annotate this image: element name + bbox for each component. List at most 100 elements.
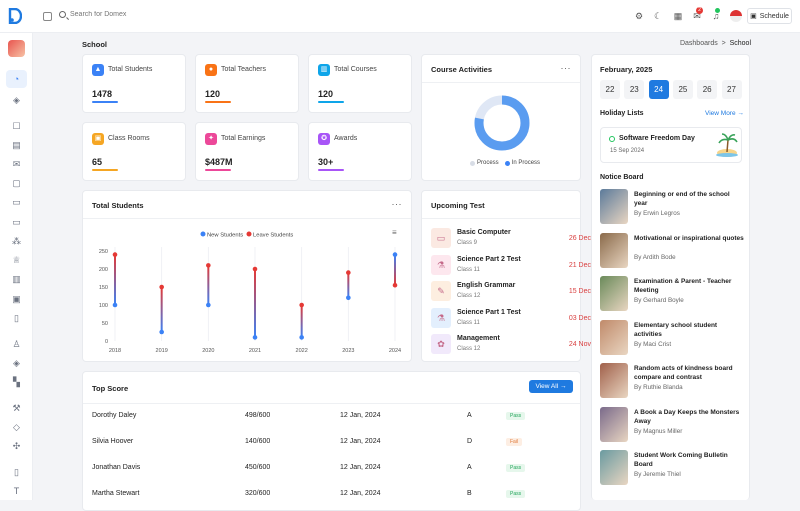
test-item[interactable]: ✿ Management Class 12 24 Nov	[431, 333, 591, 357]
notice-author: By Ruthie Blanda	[634, 384, 683, 391]
notice-item[interactable]: Student Work Coming Bulletin Board By Jer…	[600, 450, 745, 488]
view-all-button[interactable]: View All →	[529, 380, 573, 393]
notice-image	[600, 406, 628, 442]
view-more-link[interactable]: View More →	[705, 110, 744, 117]
tools-icon[interactable]: ⚒	[12, 403, 21, 413]
calendar-day[interactable]: 26	[697, 80, 718, 99]
notice-item[interactable]: A Book a Day Keeps the Monsters Away By M…	[600, 406, 745, 445]
test-item[interactable]: ⚗ Science Part 1 Test Class 11 03 Dec	[431, 307, 591, 331]
text-icon[interactable]: T	[13, 486, 20, 496]
x-tick-label: 2020	[202, 348, 214, 354]
schedule-button[interactable]: ▣ Schedule	[747, 8, 792, 24]
more-options-icon[interactable]: ···	[391, 199, 402, 209]
layout-icon[interactable]: ▚	[13, 377, 20, 387]
book-nav-icon[interactable]: ▯	[14, 467, 19, 477]
leave-students-point[interactable]	[159, 284, 164, 290]
notice-title: Motivational or inspirational quotes	[634, 234, 744, 242]
box-icon[interactable]: ◈	[13, 358, 20, 368]
total-students-card: Total Students ··· New Students Leave Stu…	[82, 190, 412, 362]
divider	[422, 218, 580, 219]
test-item[interactable]: ✎ English Grammar Class 12 15 Dec	[431, 280, 591, 304]
leave-students-point[interactable]	[112, 252, 118, 257]
moon-icon[interactable]: ☾	[653, 11, 663, 21]
new-students-point[interactable]	[252, 335, 258, 340]
stat-card-total-earnings: ✦ Total Earnings $487M	[195, 122, 299, 181]
notice-item[interactable]: Random acts of kindness board compare an…	[600, 363, 745, 401]
calendar-month: February, 2025	[600, 65, 653, 74]
calendar-nav-icon[interactable]: ▤	[12, 140, 21, 150]
language-flag-icon[interactable]	[730, 10, 742, 22]
holiday-date: 15 Sep 2024	[610, 148, 645, 154]
more-options-icon[interactable]: ···	[560, 63, 571, 73]
test-item[interactable]: ⚗ Science Part 2 Test Class 11 21 Dec	[431, 254, 591, 278]
holiday-name: Software Freedom Day	[619, 135, 695, 142]
notice-item[interactable]: Beginning or end of the school year By Er…	[600, 189, 745, 227]
search-input[interactable]	[70, 11, 190, 18]
bag-icon[interactable]: ▢	[12, 178, 21, 188]
puzzle-icon[interactable]: ✣	[12, 441, 21, 451]
lock-icon[interactable]: ▣	[12, 294, 21, 304]
new-students-point[interactable]	[159, 329, 164, 335]
stat-value: 30+	[318, 157, 334, 167]
notice-item[interactable]: Examination & Parent - Teacher Meeting By…	[600, 276, 745, 314]
cube-icon[interactable]: ◈	[13, 95, 20, 105]
top-score-card: Top Score View All → Dorothy Daley 498/60…	[82, 371, 581, 511]
leave-students-point[interactable]	[346, 270, 351, 275]
new-students-point[interactable]	[299, 335, 304, 340]
notice-author: By Erwin Legros	[634, 210, 680, 217]
new-students-point[interactable]	[206, 302, 211, 308]
new-students-point[interactable]	[346, 295, 351, 301]
breadcrumb-parent[interactable]: Dashboards	[679, 40, 718, 47]
calendar-icon: ▣	[750, 13, 757, 20]
grade: D	[467, 438, 473, 445]
menu-icon[interactable]: ≡	[392, 228, 397, 237]
new-students-point[interactable]	[392, 252, 398, 257]
test-item[interactable]: ▭ Basic Computer Class 9 26 Dec	[431, 227, 591, 251]
mail-nav-icon[interactable]: ✉	[12, 159, 21, 169]
calendar-day[interactable]: 25	[672, 80, 693, 99]
network-icon[interactable]: ⁂	[12, 236, 21, 246]
diamond-icon[interactable]: ◇	[13, 422, 20, 432]
apps-icon[interactable]: ▦	[673, 11, 683, 21]
stat-label: Total Students	[108, 66, 153, 73]
document-icon[interactable]: ▯	[14, 313, 19, 323]
bell-icon[interactable]: ♫	[712, 11, 720, 21]
gear-icon[interactable]: ⚙	[634, 11, 644, 21]
sidebar-toggle-icon[interactable]	[43, 12, 52, 21]
trophy-icon[interactable]: ♕	[12, 255, 21, 265]
lollipop-stem	[347, 272, 350, 298]
chat-icon[interactable]: ☐	[12, 121, 21, 131]
notice-item[interactable]: Elementary school student activities By M…	[600, 319, 745, 358]
table-row[interactable]: Silvia Hoover 140/600 12 Jan, 2024 D Fail	[83, 430, 573, 456]
leave-students-point[interactable]	[252, 266, 258, 272]
table-row[interactable]: Dorothy Daley 498/600 12 Jan, 2024 A Pass	[83, 404, 573, 430]
lollipop-stem	[207, 265, 210, 305]
dashboard-icon[interactable]: ◔	[6, 70, 27, 88]
calendar-day[interactable]: 27	[721, 80, 742, 99]
calendar-day[interactable]: 23	[624, 80, 645, 99]
leave-students-point[interactable]	[299, 302, 304, 308]
monitor-icon[interactable]: ▭	[12, 217, 21, 227]
mail-icon[interactable]: ✉	[693, 11, 701, 21]
building-icon[interactable]: ▥	[12, 274, 21, 284]
folder-icon[interactable]: ▭	[12, 197, 21, 207]
new-students-point[interactable]	[112, 302, 118, 308]
notice-item[interactable]: Motivational or inspirational quotes By A…	[600, 232, 745, 271]
search-icon	[59, 11, 66, 18]
notice-title: Elementary school student activities	[634, 321, 718, 338]
page-title: School	[82, 40, 108, 49]
table-row[interactable]: Martha Stewart 320/600 12 Jan, 2024 B Pass	[83, 482, 573, 508]
table-row[interactable]: Jonathan Davis 450/600 12 Jan, 2024 A Pass	[83, 456, 573, 482]
logo-icon[interactable]	[8, 8, 22, 24]
users-icon[interactable]: ♙	[12, 339, 21, 349]
avatar[interactable]	[8, 40, 25, 57]
leave-students-point[interactable]	[392, 282, 398, 288]
lollipop-stem	[160, 287, 163, 332]
total-students-chart: New Students Leave Students ≡ 0 50 100 150 200 2…	[99, 228, 401, 354]
holiday-card[interactable]: Software Freedom Day 15 Sep 2024	[600, 127, 742, 163]
leave-students-point[interactable]	[206, 263, 211, 268]
student-score: 320/600	[245, 490, 271, 497]
calendar-day[interactable]: 22	[600, 80, 620, 99]
status-badge: Fail	[506, 438, 523, 446]
calendar-day[interactable]: 24	[648, 80, 669, 99]
